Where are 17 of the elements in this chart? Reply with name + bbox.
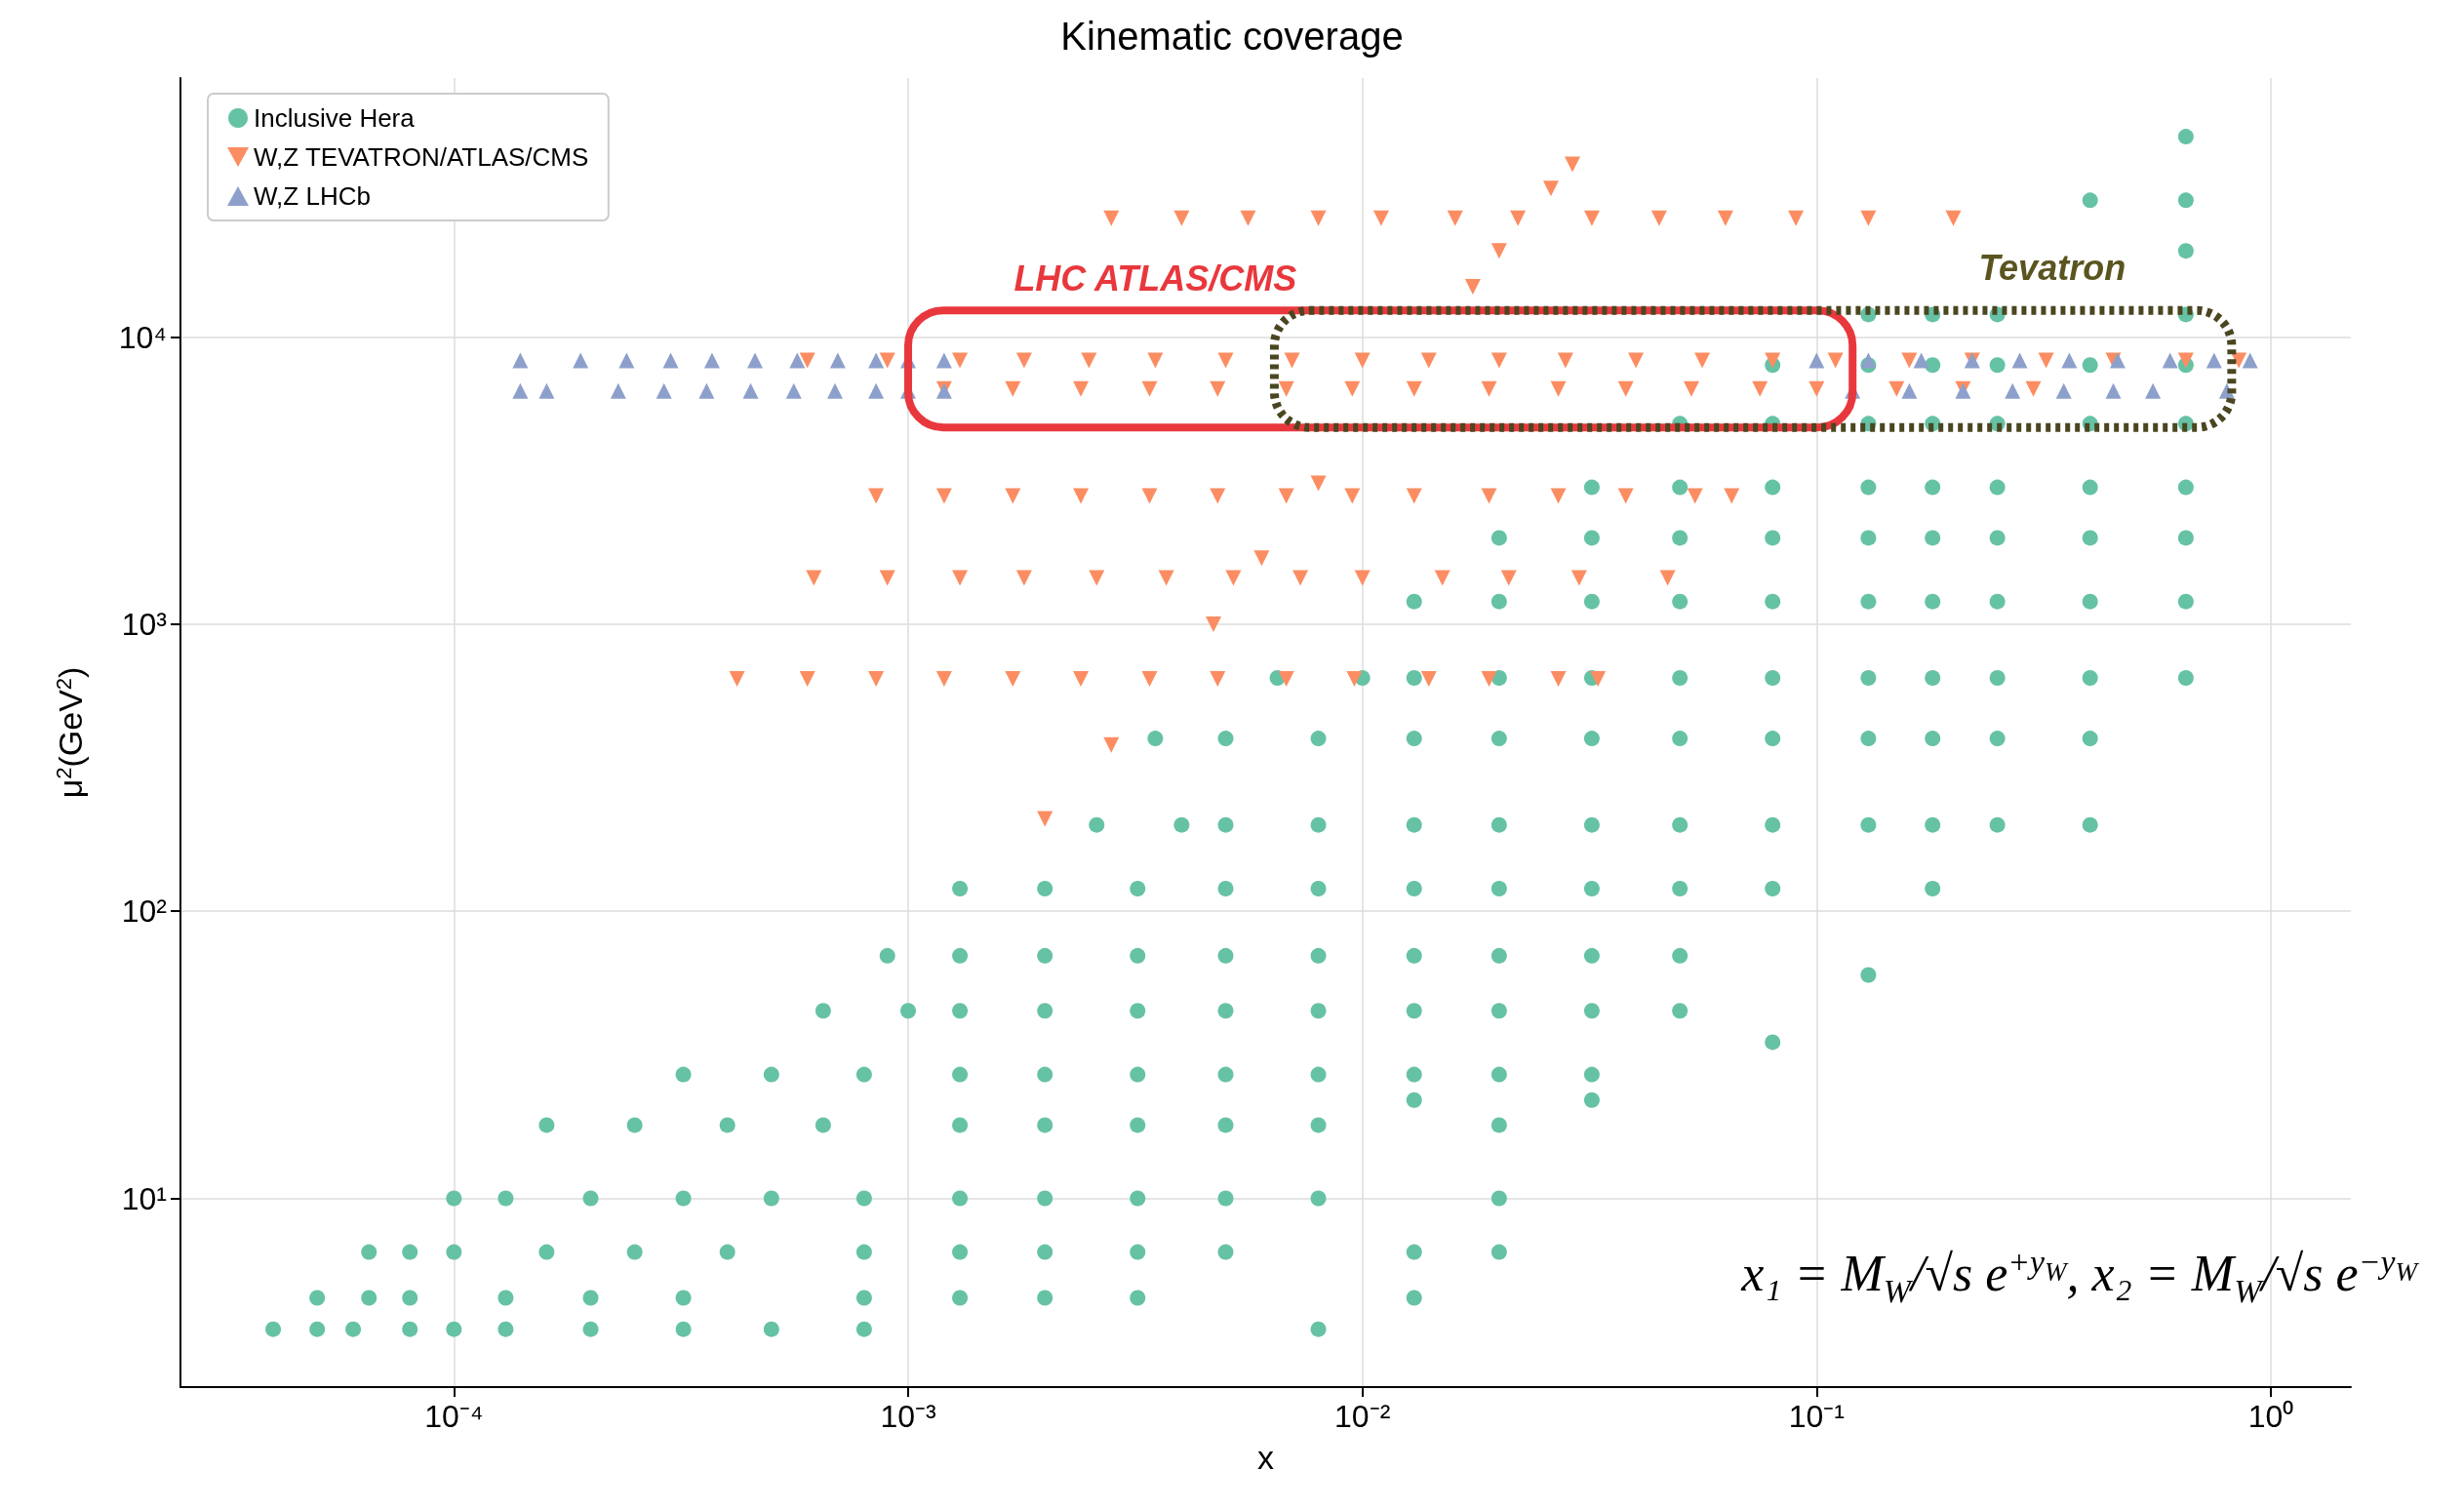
legend-label: W,Z LHCb: [254, 181, 371, 211]
y-axis-title: μ2(GeV2): [51, 666, 89, 799]
x-tick-label: 10⁻³: [880, 1399, 936, 1434]
legend-label: Inclusive Hera: [254, 103, 416, 133]
annotation: Tevatron: [1978, 247, 2126, 288]
y-tick-label: 10⁴: [118, 319, 167, 355]
x-axis-title: x: [1257, 1439, 1274, 1476]
chart-title: Kinematic coverage: [1060, 15, 1404, 58]
annotation: LHC ATLAS/CMS: [1013, 258, 1297, 299]
x-tick-label: 10⁰: [2247, 1399, 2294, 1434]
x-tick-label: 10⁻²: [1334, 1399, 1391, 1434]
y-tick-label: 10³: [121, 606, 168, 642]
y-tick-label: 10²: [121, 894, 168, 930]
x-tick-label: 10⁻¹: [1788, 1399, 1845, 1434]
legend-label: W,Z TEVATRON/ATLAS/CMS: [254, 142, 589, 172]
x-tick-label: 10⁻⁴: [424, 1399, 484, 1434]
y-tick-label: 10¹: [121, 1180, 167, 1216]
